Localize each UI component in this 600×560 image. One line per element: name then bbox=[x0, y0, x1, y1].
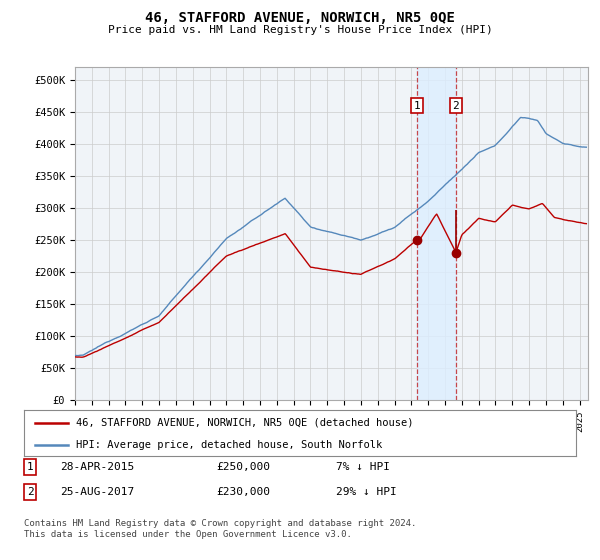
Text: Price paid vs. HM Land Registry's House Price Index (HPI): Price paid vs. HM Land Registry's House … bbox=[107, 25, 493, 35]
Text: £250,000: £250,000 bbox=[216, 462, 270, 472]
Text: HPI: Average price, detached house, South Norfolk: HPI: Average price, detached house, Sout… bbox=[76, 440, 383, 450]
Bar bbox=[417, 67, 456, 400]
Text: £230,000: £230,000 bbox=[216, 487, 270, 497]
Text: 29% ↓ HPI: 29% ↓ HPI bbox=[336, 487, 397, 497]
Text: 2: 2 bbox=[452, 101, 460, 111]
Text: 28-APR-2015: 28-APR-2015 bbox=[60, 462, 134, 472]
Text: 2: 2 bbox=[26, 487, 34, 497]
Text: 46, STAFFORD AVENUE, NORWICH, NR5 0QE (detached house): 46, STAFFORD AVENUE, NORWICH, NR5 0QE (d… bbox=[76, 418, 414, 428]
Text: 1: 1 bbox=[413, 101, 420, 111]
Text: Contains HM Land Registry data © Crown copyright and database right 2024.
This d: Contains HM Land Registry data © Crown c… bbox=[24, 519, 416, 539]
Text: 25-AUG-2017: 25-AUG-2017 bbox=[60, 487, 134, 497]
Text: 46, STAFFORD AVENUE, NORWICH, NR5 0QE: 46, STAFFORD AVENUE, NORWICH, NR5 0QE bbox=[145, 11, 455, 25]
Text: 7% ↓ HPI: 7% ↓ HPI bbox=[336, 462, 390, 472]
Text: 1: 1 bbox=[26, 462, 34, 472]
